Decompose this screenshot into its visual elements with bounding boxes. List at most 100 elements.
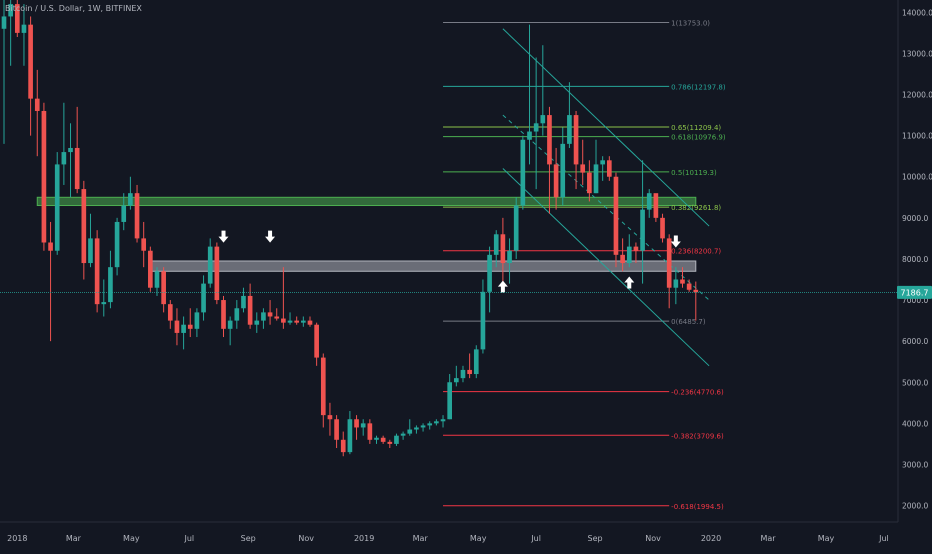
candle	[181, 316, 186, 350]
price-tick-label: 7000.0	[902, 296, 928, 305]
candle	[94, 230, 100, 313]
candle	[274, 308, 280, 321]
candle	[380, 435, 386, 444]
candle-body	[660, 217, 665, 239]
candle-body	[121, 205, 127, 222]
price-axis-panel	[898, 0, 932, 550]
down-arrow-icon	[670, 235, 681, 248]
candle-body	[267, 312, 273, 317]
support-resistance-zone-green	[36, 196, 697, 207]
candle	[527, 24, 532, 165]
candle	[201, 275, 206, 321]
candle-body	[201, 283, 206, 313]
candle	[41, 102, 47, 251]
candle-body	[427, 423, 433, 426]
fib-level-label: -0.382(3709.6)	[671, 432, 724, 440]
candle	[427, 421, 433, 430]
candle	[247, 283, 253, 329]
candle	[194, 308, 200, 338]
candle-body	[14, 4, 20, 33]
candle-body	[613, 176, 619, 255]
candle-body	[347, 419, 353, 453]
candle	[633, 242, 639, 264]
candle	[453, 365, 459, 387]
candle-body	[287, 320, 293, 323]
candle-body	[94, 238, 100, 305]
candle-body	[407, 429, 413, 434]
candle-body	[234, 308, 240, 321]
candle-body	[646, 193, 652, 210]
time-tick-label: 2020	[701, 534, 721, 543]
candle	[686, 279, 692, 292]
candle-body	[540, 115, 546, 124]
candle-body	[553, 164, 559, 198]
candle	[14, 0, 20, 37]
candle-body	[68, 147, 73, 153]
candle-body	[281, 318, 286, 323]
candle	[121, 193, 127, 231]
candle-body	[520, 139, 526, 206]
candle	[74, 106, 80, 194]
candle	[573, 110, 579, 190]
price-tick-label: 3000.0	[902, 460, 928, 469]
candle-body	[573, 115, 579, 165]
candle-body	[400, 433, 406, 436]
fib-level-label: 0.236(8200.7)	[671, 248, 721, 256]
support-resistance-zone-grey	[149, 260, 697, 272]
candle	[374, 435, 379, 444]
candle	[8, 0, 13, 66]
fib-level-label: 0.65(11209.4)	[671, 124, 721, 132]
candle	[68, 123, 73, 198]
candle	[434, 419, 439, 426]
candle	[673, 267, 679, 305]
candle	[334, 415, 339, 449]
candle-body	[686, 283, 692, 290]
candle-body	[547, 115, 552, 165]
candle-body	[334, 419, 339, 440]
candle-body	[387, 441, 393, 444]
price-tick-label: 13000.0	[902, 49, 932, 58]
current-price-tag	[897, 285, 932, 299]
candle	[606, 156, 612, 181]
candle	[560, 127, 566, 206]
fib-level-label: 0.382(9261.8)	[671, 204, 721, 212]
candle-body	[227, 320, 233, 329]
candle-body	[54, 164, 60, 251]
candle-body	[88, 238, 93, 264]
channel-line	[502, 168, 710, 367]
candle-body	[587, 172, 592, 194]
candle	[114, 217, 120, 276]
candle	[593, 139, 599, 194]
candle-body	[440, 419, 446, 422]
fib-level-label: 1(13753.0)	[671, 19, 710, 27]
candle-body	[28, 24, 33, 99]
candle	[467, 353, 472, 379]
candle-body	[580, 164, 586, 173]
candle	[267, 300, 273, 325]
candle	[626, 234, 632, 268]
candle-body	[274, 316, 280, 319]
candle	[394, 433, 399, 446]
candle	[301, 316, 306, 327]
candle-body	[101, 302, 107, 305]
candle-body	[74, 147, 80, 190]
candle-body	[221, 300, 226, 329]
candle	[347, 411, 353, 455]
price-tick-label: 6000.0	[902, 337, 928, 346]
fib-level-label: 0.618(10976.9)	[671, 134, 726, 142]
fib-level-label: -0.236(4770.6)	[671, 389, 724, 397]
candle-body	[414, 427, 419, 430]
candle-body	[493, 234, 499, 255]
candle-body	[174, 320, 180, 333]
candle-body	[693, 289, 699, 293]
candle-body	[301, 320, 306, 323]
candle	[327, 402, 333, 436]
candle	[693, 281, 699, 321]
candle	[387, 439, 393, 449]
candle-body	[434, 421, 439, 424]
candle	[407, 419, 413, 436]
candle	[653, 193, 659, 222]
time-tick-label: 2018	[7, 534, 27, 543]
